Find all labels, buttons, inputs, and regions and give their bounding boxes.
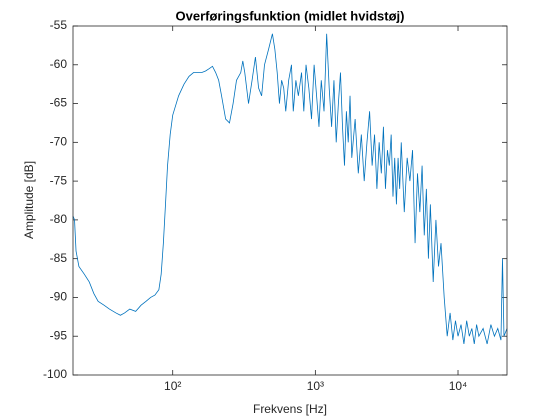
y-tick-label: -95 (50, 328, 68, 342)
axes-box (72, 25, 508, 376)
y-tick-label: -100 (43, 367, 67, 381)
y-tick-label: -85 (50, 251, 68, 265)
y-axis-label: Amplitude [dB] (22, 161, 36, 239)
x-tick-label: 10² (164, 379, 181, 393)
y-tick-label: -55 (50, 18, 68, 32)
y-tick-label: -65 (50, 96, 68, 110)
y-tick-label: -60 (50, 57, 68, 71)
y-tick-label: -90 (50, 290, 68, 304)
data-line (72, 33, 508, 345)
plot-area (73, 26, 507, 375)
x-axis-label: Frekvens [Hz] (253, 402, 327, 416)
y-tick-label: -75 (50, 173, 68, 187)
x-tick-label: 10³ (307, 379, 324, 393)
y-tick-label: -80 (50, 212, 68, 226)
chart-title: Overføringsfunktion (midlet hvidstøj) (176, 8, 405, 23)
x-tick-label: 10⁴ (449, 379, 468, 393)
y-tick-label: -70 (50, 135, 68, 149)
